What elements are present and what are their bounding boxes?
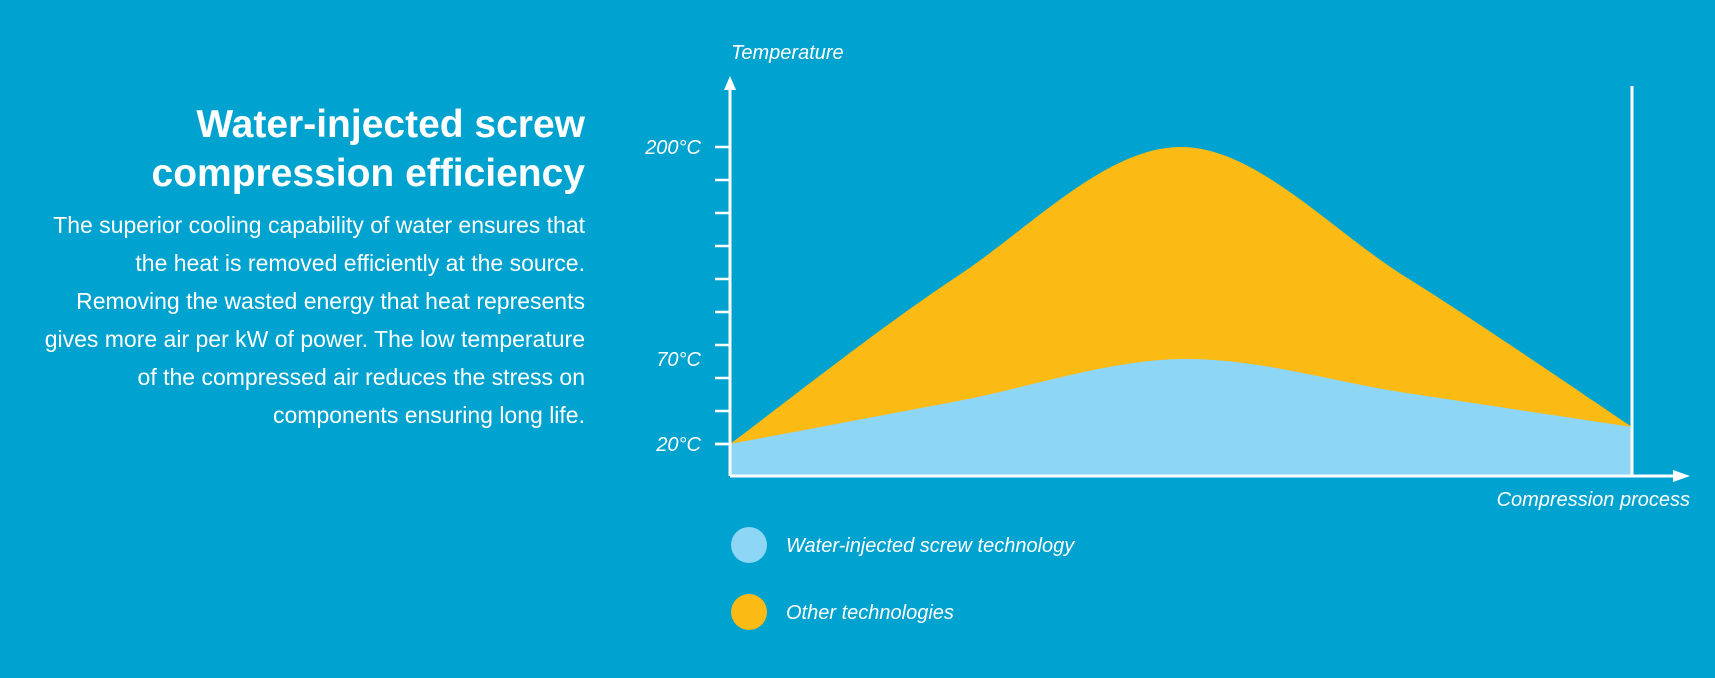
x-axis-arrow — [1673, 470, 1690, 482]
description-text: The superior cooling capability of water… — [44, 212, 585, 428]
chart-legend: Water-injected screw technology Other tec… — [731, 527, 1075, 630]
text-block: Water-injected screw compression efficie… — [40, 100, 585, 434]
series-area-water-injected-screw-technology — [730, 358, 1632, 476]
legend-swatch-other-technologies — [731, 594, 767, 630]
y-tick-label: 200°C — [644, 137, 701, 159]
page-title: Water-injected screw compression efficie… — [151, 103, 586, 195]
chart-areas — [730, 147, 1632, 476]
x-axis-label: Compression process — [1497, 489, 1690, 511]
y-axis-label: Temperature — [731, 42, 844, 64]
legend-label-other-technologies: Other technologies — [786, 602, 954, 624]
y-tick-label: 20°C — [655, 434, 701, 456]
y-axis-arrow — [724, 76, 736, 90]
y-tick-label: 70°C — [656, 349, 701, 371]
chart-ticks: 20°C 70°C 200°C — [644, 137, 730, 456]
legend-label-water-injected-screw-technology: Water-injected screw technology — [786, 535, 1075, 557]
legend-swatch-water-injected-screw-technology — [731, 527, 767, 563]
